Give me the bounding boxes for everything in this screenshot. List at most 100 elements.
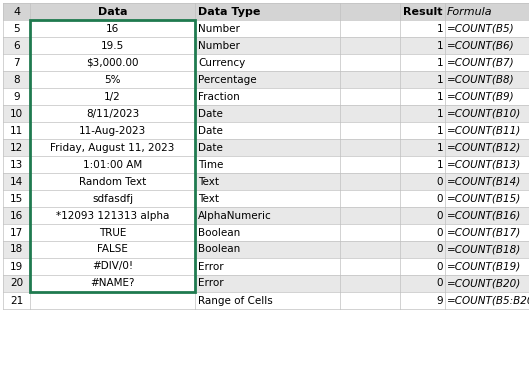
Bar	[3, 71, 529, 88]
Bar	[30, 173, 195, 190]
Text: =COUNT(B16): =COUNT(B16)	[447, 211, 521, 221]
Text: Number: Number	[198, 24, 240, 34]
Bar	[30, 37, 195, 54]
Text: 20: 20	[10, 279, 23, 288]
Text: *12093 121313 alpha: *12093 121313 alpha	[56, 211, 169, 221]
Text: 0: 0	[436, 261, 443, 272]
Text: =COUNT(B6): =COUNT(B6)	[447, 40, 515, 50]
Bar	[3, 258, 529, 275]
Text: 0: 0	[436, 245, 443, 254]
Text: Percentage: Percentage	[198, 74, 257, 85]
Text: Error: Error	[198, 261, 224, 272]
Text: Text: Text	[198, 193, 219, 203]
Text: 16: 16	[106, 24, 119, 34]
Text: Data: Data	[98, 6, 127, 16]
Text: =COUNT(B8): =COUNT(B8)	[447, 74, 515, 85]
Text: $3,000.00: $3,000.00	[86, 58, 139, 67]
Text: =COUNT(B12): =COUNT(B12)	[447, 142, 521, 153]
Text: Error: Error	[198, 279, 224, 288]
Text: 15: 15	[10, 193, 23, 203]
Text: Result: Result	[404, 6, 443, 16]
Bar	[3, 139, 529, 156]
Text: 5%: 5%	[104, 74, 121, 85]
Text: 1: 1	[436, 24, 443, 34]
Bar	[3, 20, 529, 37]
Bar	[30, 258, 195, 275]
Bar	[3, 122, 529, 139]
Text: Date: Date	[198, 126, 223, 135]
Text: =COUNT(B14): =COUNT(B14)	[447, 177, 521, 187]
Text: 13: 13	[10, 159, 23, 169]
Text: Fraction: Fraction	[198, 92, 240, 101]
Text: 14: 14	[10, 177, 23, 187]
Text: 0: 0	[436, 227, 443, 237]
Text: 5: 5	[13, 24, 20, 34]
Bar	[3, 241, 529, 258]
Text: 1:01:00 AM: 1:01:00 AM	[83, 159, 142, 169]
Bar	[30, 241, 195, 258]
Text: 8/11/2023: 8/11/2023	[86, 108, 139, 119]
Bar	[30, 224, 195, 241]
Text: =COUNT(B13): =COUNT(B13)	[447, 159, 521, 169]
Bar	[3, 156, 529, 173]
Text: AlphaNumeric: AlphaNumeric	[198, 211, 272, 221]
Text: 8: 8	[13, 74, 20, 85]
Text: 0: 0	[436, 279, 443, 288]
Bar	[30, 275, 195, 292]
Bar	[3, 275, 529, 292]
Text: Data Type: Data Type	[198, 6, 260, 16]
Text: 4: 4	[13, 6, 20, 16]
Bar	[3, 3, 529, 20]
Text: 1: 1	[436, 58, 443, 67]
Text: FALSE: FALSE	[97, 245, 128, 254]
Text: 1/2: 1/2	[104, 92, 121, 101]
Text: Boolean: Boolean	[198, 245, 240, 254]
Bar	[3, 37, 529, 54]
Text: TRUE: TRUE	[99, 227, 126, 237]
Bar	[30, 20, 195, 37]
Bar	[30, 156, 195, 173]
Text: 7: 7	[13, 58, 20, 67]
Text: =COUNT(B5): =COUNT(B5)	[447, 24, 515, 34]
Text: #NAME?: #NAME?	[90, 279, 135, 288]
Text: Currency: Currency	[198, 58, 245, 67]
Bar	[3, 88, 529, 105]
Bar	[3, 207, 529, 224]
Text: 1: 1	[436, 142, 443, 153]
Text: 1: 1	[436, 126, 443, 135]
Text: =COUNT(B17): =COUNT(B17)	[447, 227, 521, 237]
Text: Friday, August 11, 2023: Friday, August 11, 2023	[50, 142, 175, 153]
Text: =COUNT(B9): =COUNT(B9)	[447, 92, 515, 101]
Bar	[3, 190, 529, 207]
Text: Date: Date	[198, 108, 223, 119]
Text: 12: 12	[10, 142, 23, 153]
Text: =COUNT(B15): =COUNT(B15)	[447, 193, 521, 203]
Text: 1: 1	[436, 40, 443, 50]
Text: =COUNT(B18): =COUNT(B18)	[447, 245, 521, 254]
Bar	[30, 88, 195, 105]
Text: =COUNT(B20): =COUNT(B20)	[447, 279, 521, 288]
Bar	[30, 54, 195, 71]
Text: =COUNT(B5:B20): =COUNT(B5:B20)	[447, 295, 529, 306]
Text: 16: 16	[10, 211, 23, 221]
Text: 9: 9	[436, 295, 443, 306]
Text: 17: 17	[10, 227, 23, 237]
Text: =COUNT(B11): =COUNT(B11)	[447, 126, 521, 135]
Text: Range of Cells: Range of Cells	[198, 295, 273, 306]
Text: 1: 1	[436, 74, 443, 85]
Bar	[3, 105, 529, 122]
Bar	[30, 139, 195, 156]
Bar	[3, 224, 529, 241]
Text: 21: 21	[10, 295, 23, 306]
Text: Time: Time	[198, 159, 223, 169]
Text: 0: 0	[436, 177, 443, 187]
Text: 18: 18	[10, 245, 23, 254]
Bar	[30, 105, 195, 122]
Text: Date: Date	[198, 142, 223, 153]
Text: Formula: Formula	[447, 6, 492, 16]
Text: 0: 0	[436, 193, 443, 203]
Text: =COUNT(B10): =COUNT(B10)	[447, 108, 521, 119]
Bar	[30, 71, 195, 88]
Text: 11-Aug-2023: 11-Aug-2023	[79, 126, 146, 135]
Text: =COUNT(B7): =COUNT(B7)	[447, 58, 515, 67]
